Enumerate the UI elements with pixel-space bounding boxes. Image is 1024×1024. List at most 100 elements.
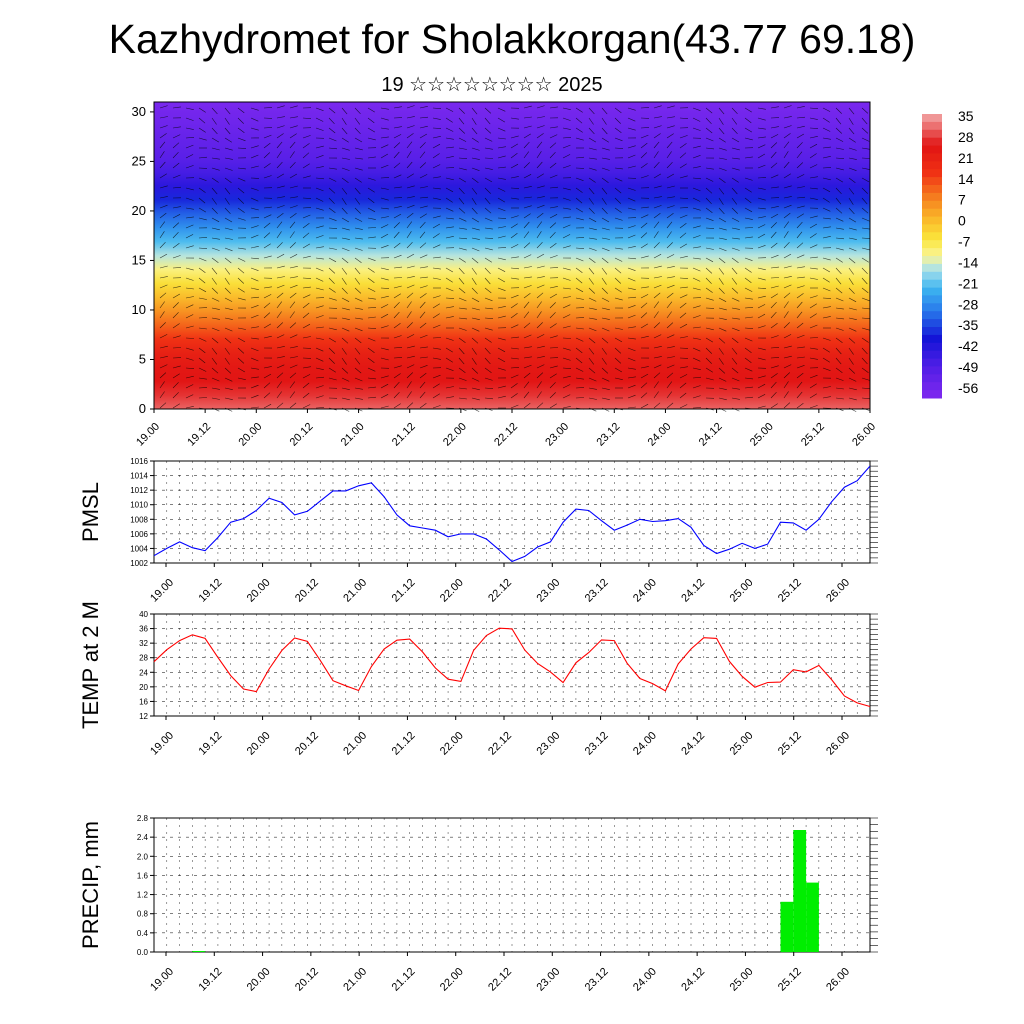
colorbar-swatch — [922, 145, 942, 154]
x-tick-label: 21.12 — [390, 730, 418, 758]
y-tick-label: 16 — [139, 697, 148, 706]
x-tick-label: 24.00 — [631, 966, 659, 994]
y-tick-label: 12 — [139, 712, 148, 721]
colorbar-label: -7 — [958, 234, 971, 250]
x-tick-label: 24.12 — [679, 577, 707, 605]
y-tick-label: 0.0 — [137, 948, 149, 957]
x-tick-label: 21.00 — [341, 577, 369, 605]
x-tick-label: 20.12 — [293, 577, 321, 605]
precip-bar — [780, 901, 794, 953]
x-tick-label: 22.12 — [486, 577, 514, 605]
x-tick-label: 25.00 — [728, 966, 756, 994]
y-tick-label: 2.8 — [137, 814, 149, 823]
colorbar-swatch — [922, 256, 942, 265]
colorbar-swatch — [922, 232, 942, 241]
x-tick-label: 20.12 — [293, 730, 321, 758]
x-tick-label: 25.12 — [799, 421, 827, 449]
precip-bar — [793, 830, 807, 952]
y-tick-label: 20 — [139, 683, 148, 692]
colorbar-swatch — [922, 153, 942, 162]
panel-frame — [153, 613, 871, 717]
colorbar-swatch — [922, 374, 942, 383]
colorbar-swatch — [922, 240, 942, 249]
y-tick-label: 1014 — [130, 472, 148, 481]
y-tick-label: 1016 — [130, 457, 148, 466]
colorbar-swatch — [922, 216, 942, 225]
y-tick-label: 1.2 — [137, 891, 149, 900]
y-tick-label: 24 — [139, 668, 148, 677]
x-tick-label: 20.00 — [245, 966, 273, 994]
x-tick-label: 23.00 — [534, 966, 562, 994]
x-tick-label: 21.00 — [341, 730, 369, 758]
x-tick-label: 19.12 — [196, 730, 224, 758]
x-tick-label: 23.00 — [543, 421, 571, 449]
y-tick-label: 1010 — [130, 501, 148, 510]
x-tick-label: 22.00 — [438, 730, 466, 758]
x-tick-label: 24.12 — [697, 421, 725, 449]
colorbar-swatch — [922, 137, 942, 147]
colorbar-swatch — [922, 295, 942, 304]
x-tick-label: 23.00 — [534, 577, 562, 605]
x-tick-label: 20.00 — [245, 730, 273, 758]
colorbar-swatch — [922, 358, 942, 367]
x-tick-label: 23.12 — [583, 730, 611, 758]
colorbar-swatch — [922, 311, 942, 320]
colorbar-label: 28 — [958, 129, 974, 145]
x-tick-label: 26.00 — [824, 730, 852, 758]
x-tick-label: 21.12 — [390, 421, 418, 449]
x-tick-label: 22.12 — [486, 966, 514, 994]
y-axis-label: PMSL — [78, 482, 103, 542]
colorbar-swatch — [922, 185, 942, 194]
x-tick-label: 21.00 — [341, 966, 369, 994]
x-tick-label: 20.12 — [288, 421, 316, 449]
x-tick-label: 20.00 — [236, 421, 264, 449]
x-tick-label: 19.00 — [134, 421, 162, 449]
colorbar-label: 0 — [958, 213, 966, 229]
y-tick-label: 10 — [132, 302, 146, 317]
y-tick-label: 5 — [139, 351, 146, 366]
x-tick-label: 25.00 — [728, 730, 756, 758]
x-tick-label: 22.00 — [438, 966, 466, 994]
colorbar-label: 14 — [958, 171, 974, 187]
colorbar-label: -14 — [958, 254, 978, 270]
x-tick-label: 26.00 — [824, 577, 852, 605]
colorbar-swatch — [922, 271, 942, 281]
x-tick-label: 25.00 — [728, 577, 756, 605]
wind-vectors — [159, 105, 871, 412]
series-line — [153, 627, 871, 708]
x-tick-label: 25.00 — [748, 421, 776, 449]
x-tick-label: 19.00 — [148, 730, 176, 758]
colorbar-swatch — [922, 121, 942, 131]
x-tick-label: 22.12 — [492, 421, 520, 449]
x-tick-label: 25.12 — [776, 577, 804, 605]
colorbar-swatch — [922, 208, 942, 218]
colorbar-swatch — [922, 224, 942, 233]
colorbar-swatch — [922, 382, 942, 391]
x-tick-label: 26.00 — [824, 966, 852, 994]
x-tick-label: 25.12 — [776, 966, 804, 994]
y-tick-label: 0 — [139, 401, 146, 416]
x-tick-label: 24.12 — [679, 730, 707, 758]
y-tick-label: 32 — [139, 639, 148, 648]
colorbar-swatch — [922, 342, 942, 352]
x-tick-label: 20.00 — [245, 577, 273, 605]
x-tick-label: 20.12 — [293, 966, 321, 994]
x-tick-label: 21.00 — [339, 421, 367, 449]
y-tick-label: 1008 — [130, 515, 148, 524]
colorbar-swatch — [922, 192, 942, 202]
colorbar-swatch — [922, 114, 942, 123]
y-axis-label: PRECIP, mm — [78, 821, 103, 949]
x-tick-label: 19.12 — [185, 421, 213, 449]
x-tick-label: 23.12 — [594, 421, 622, 449]
y-tick-label: 0.8 — [137, 910, 149, 919]
x-tick-label: 21.12 — [390, 577, 418, 605]
cross-section-field — [154, 102, 870, 409]
y-tick-label: 15 — [132, 252, 146, 267]
colorbar-swatch — [922, 327, 942, 336]
x-tick-label: 24.12 — [679, 966, 707, 994]
colorbar-swatch — [922, 287, 942, 296]
y-tick-label: 1006 — [130, 530, 148, 539]
y-tick-label: 28 — [139, 654, 148, 663]
x-tick-label: 23.12 — [583, 577, 611, 605]
